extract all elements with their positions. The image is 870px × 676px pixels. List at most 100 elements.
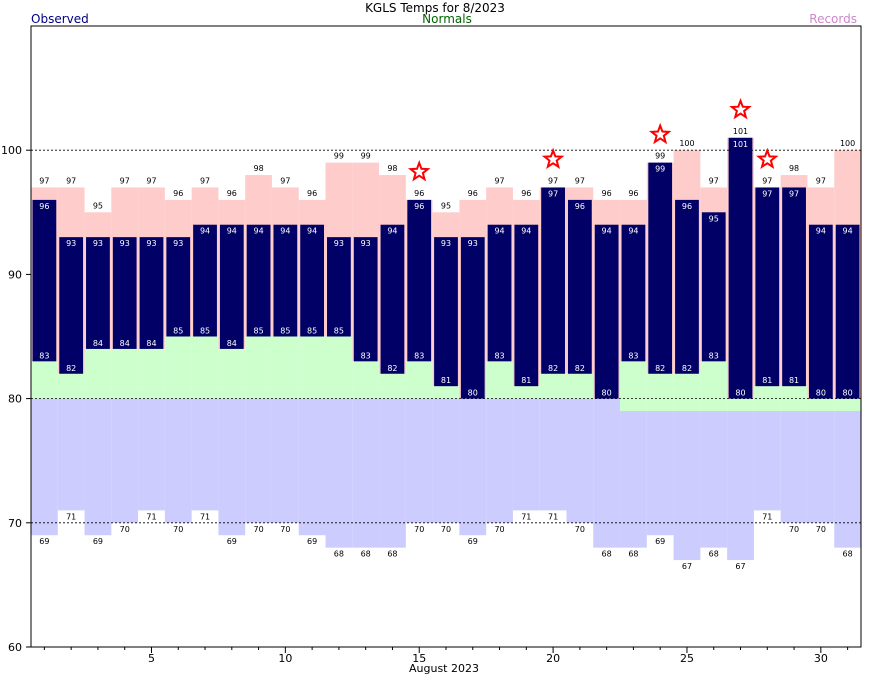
observed-high-label: 95 bbox=[709, 214, 719, 223]
observed-bar bbox=[59, 237, 84, 374]
x-tick-label: 20 bbox=[546, 652, 560, 665]
legend-normals: Normals bbox=[422, 12, 472, 26]
observed-high-label: 93 bbox=[468, 239, 478, 248]
normal-band bbox=[620, 361, 647, 412]
record-low-band bbox=[352, 398, 380, 548]
record-high-label: 100 bbox=[679, 139, 694, 148]
record-low-label: 69 bbox=[468, 537, 478, 546]
record-low-band bbox=[753, 411, 781, 511]
normal-band bbox=[512, 386, 540, 399]
record-low-band bbox=[834, 411, 861, 548]
record-low-label: 69 bbox=[307, 537, 317, 546]
x-tick-label: 10 bbox=[278, 652, 292, 665]
observed-low-label: 85 bbox=[280, 327, 290, 336]
chart-title: KGLS Temps for 8/2023 bbox=[365, 1, 505, 15]
observed-high-label: 94 bbox=[628, 227, 638, 236]
normal-band bbox=[325, 336, 353, 399]
record-low-band bbox=[432, 398, 460, 523]
observed-bar bbox=[728, 137, 753, 399]
normal-band bbox=[245, 336, 272, 399]
x-tick-label: 15 bbox=[412, 652, 426, 665]
normal-band bbox=[111, 348, 139, 399]
record-low-band bbox=[673, 411, 701, 561]
record-low-label: 71 bbox=[762, 512, 772, 521]
observed-low-label: 85 bbox=[200, 327, 210, 336]
observed-low-label: 85 bbox=[307, 327, 317, 336]
record-star-icon bbox=[648, 122, 672, 145]
record-low-label: 71 bbox=[146, 512, 156, 521]
record-low-band bbox=[218, 398, 246, 536]
observed-bar bbox=[86, 237, 110, 349]
normal-band bbox=[834, 398, 861, 412]
y-tick-label: 80 bbox=[8, 393, 22, 406]
observed-bar bbox=[112, 237, 137, 349]
record-low-band bbox=[807, 411, 835, 523]
record-low-label: 68 bbox=[709, 550, 719, 559]
observed-low-label: 81 bbox=[521, 376, 531, 385]
observed-bar bbox=[193, 224, 217, 337]
normal-band bbox=[57, 373, 85, 399]
observed-high-label: 93 bbox=[334, 239, 344, 248]
observed-high-label: 96 bbox=[39, 202, 49, 211]
observed-low-label: 84 bbox=[120, 339, 130, 348]
normal-band bbox=[486, 361, 513, 399]
observed-high-label: 93 bbox=[146, 239, 156, 248]
observed-bar bbox=[407, 199, 432, 362]
observed-bar bbox=[32, 199, 57, 362]
record-high-label: 97 bbox=[816, 176, 826, 185]
record-low-band bbox=[539, 398, 567, 511]
observed-low-label: 83 bbox=[709, 351, 719, 360]
normal-band bbox=[379, 373, 406, 399]
record-low-label: 70 bbox=[253, 525, 263, 534]
observed-bar bbox=[246, 224, 271, 337]
observed-high-label: 94 bbox=[227, 227, 237, 236]
record-low-band bbox=[620, 411, 647, 548]
observed-low-label: 84 bbox=[227, 339, 237, 348]
record-high-label: 97 bbox=[762, 176, 772, 185]
record-high-label: 99 bbox=[361, 152, 371, 161]
record-low-label: 67 bbox=[682, 562, 692, 571]
observed-low-label: 83 bbox=[414, 351, 424, 360]
observed-low-label: 82 bbox=[655, 364, 665, 373]
observed-bar bbox=[380, 224, 405, 374]
record-low-band bbox=[325, 398, 353, 548]
record-low-label: 68 bbox=[334, 550, 344, 559]
y-tick-label: 60 bbox=[8, 641, 22, 654]
record-low-label: 70 bbox=[120, 525, 130, 534]
observed-low-label: 80 bbox=[843, 389, 853, 398]
record-low-label: 68 bbox=[602, 550, 612, 559]
x-axis-label: August 2023 bbox=[409, 662, 479, 675]
normal-band bbox=[566, 373, 594, 399]
observed-low-label: 82 bbox=[66, 364, 76, 373]
normal-band bbox=[807, 398, 835, 412]
record-high-label: 97 bbox=[66, 176, 76, 185]
y-tick-label: 100 bbox=[1, 144, 22, 157]
normal-band bbox=[727, 398, 754, 412]
record-low-label: 67 bbox=[735, 562, 745, 571]
axes: 60 70 80 90 100 5 10 15 20 25 30 bbox=[1, 144, 849, 665]
observed-high-label: 99 bbox=[655, 165, 665, 174]
record-star-icon bbox=[407, 160, 431, 182]
record-low-label: 70 bbox=[414, 525, 424, 534]
observed-bar bbox=[353, 237, 378, 362]
observed-bar bbox=[514, 224, 539, 387]
observed-low-label: 83 bbox=[39, 351, 49, 360]
record-low-label: 69 bbox=[227, 537, 237, 546]
record-high-label: 96 bbox=[468, 189, 478, 198]
record-low-label: 70 bbox=[441, 525, 451, 534]
observed-high-label: 94 bbox=[602, 227, 612, 236]
observed-high-label: 93 bbox=[66, 239, 76, 248]
record-high-label: 97 bbox=[494, 176, 504, 185]
observed-low-label: 80 bbox=[735, 389, 745, 398]
observed-low-label: 80 bbox=[816, 389, 826, 398]
observed-high-label: 96 bbox=[575, 202, 585, 211]
observed-bar bbox=[487, 224, 512, 362]
record-low-band bbox=[459, 398, 487, 536]
record-high-label: 97 bbox=[120, 176, 130, 185]
observed-low-label: 85 bbox=[334, 327, 344, 336]
record-high-label: 97 bbox=[575, 176, 585, 185]
observed-high-label: 93 bbox=[93, 239, 103, 248]
record-low-band bbox=[31, 398, 58, 536]
observed-bar bbox=[327, 237, 351, 337]
y-tick-label: 70 bbox=[8, 517, 22, 530]
